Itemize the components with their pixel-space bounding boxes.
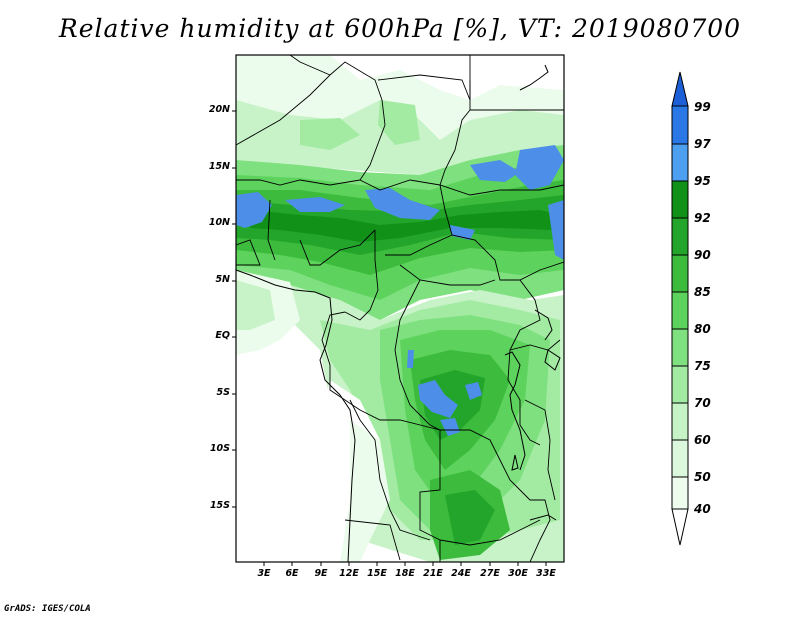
- lon-label: 6E: [285, 568, 299, 579]
- lon-label: 18E: [395, 568, 415, 579]
- country-borders: [236, 55, 564, 562]
- colorbar-swatch-50: [671, 439, 689, 478]
- map-frame: [235, 54, 565, 563]
- lon-label: 30E: [508, 568, 528, 579]
- grads-credit: GrADS: IGES/COLA: [4, 604, 91, 614]
- lon-label: 33E: [536, 568, 556, 579]
- lon-label: 27E: [480, 568, 500, 579]
- colorbar-swatch-75: [671, 328, 689, 367]
- colorbar-label: 80: [694, 322, 711, 336]
- axis-ticks: [232, 110, 547, 566]
- humidity-field: [236, 55, 564, 562]
- lon-label: 21E: [423, 568, 443, 579]
- lat-label: 20N: [208, 104, 230, 115]
- colorbar-label: 97: [694, 137, 711, 151]
- colorbar-swatch-97: [671, 105, 689, 145]
- lat-label: 5N: [215, 274, 230, 285]
- colorbar-swatch-60: [671, 402, 689, 441]
- colorbar-label: 95: [694, 174, 711, 188]
- colorbar-swatch-70: [671, 365, 689, 404]
- lat-label: 15S: [209, 500, 230, 511]
- colorbar-label: 85: [694, 285, 711, 299]
- coastline: [235, 64, 561, 563]
- lat-label: EQ: [215, 330, 230, 341]
- colorbar-swatch-95: [671, 143, 689, 182]
- colorbar-top-arrow: [671, 71, 689, 107]
- colorbar-swatch-92: [671, 180, 689, 219]
- colorbar-bottom-arrow: [671, 508, 689, 546]
- colorbar-swatch-85: [671, 254, 689, 293]
- lon-label: 24E: [451, 568, 471, 579]
- colorbar-swatch-80: [671, 291, 689, 330]
- lon-label: 15E: [367, 568, 387, 579]
- colorbar-label: 60: [694, 433, 711, 447]
- colorbar-label: 50: [694, 470, 711, 484]
- colorbar: [671, 71, 689, 546]
- colorbar-swatch-40: [671, 476, 689, 510]
- colorbar-label: 75: [694, 359, 711, 373]
- colorbar-label: 99: [694, 100, 711, 114]
- lon-label: 12E: [339, 568, 359, 579]
- colorbar-label: 90: [694, 248, 711, 262]
- lat-label: 10S: [209, 443, 230, 454]
- map-title: Relative humidity at 600hPa [%], VT: 201…: [58, 14, 742, 43]
- colorbar-label: 40: [694, 502, 711, 516]
- colorbar-label: 70: [694, 396, 711, 410]
- lat-label: 10N: [208, 217, 230, 228]
- lon-label: 9E: [314, 568, 328, 579]
- lat-label: 5S: [216, 387, 230, 398]
- lon-label: 3E: [257, 568, 271, 579]
- lat-label: 15N: [208, 161, 230, 172]
- colorbar-swatch-90: [671, 217, 689, 256]
- colorbar-label: 92: [694, 211, 711, 225]
